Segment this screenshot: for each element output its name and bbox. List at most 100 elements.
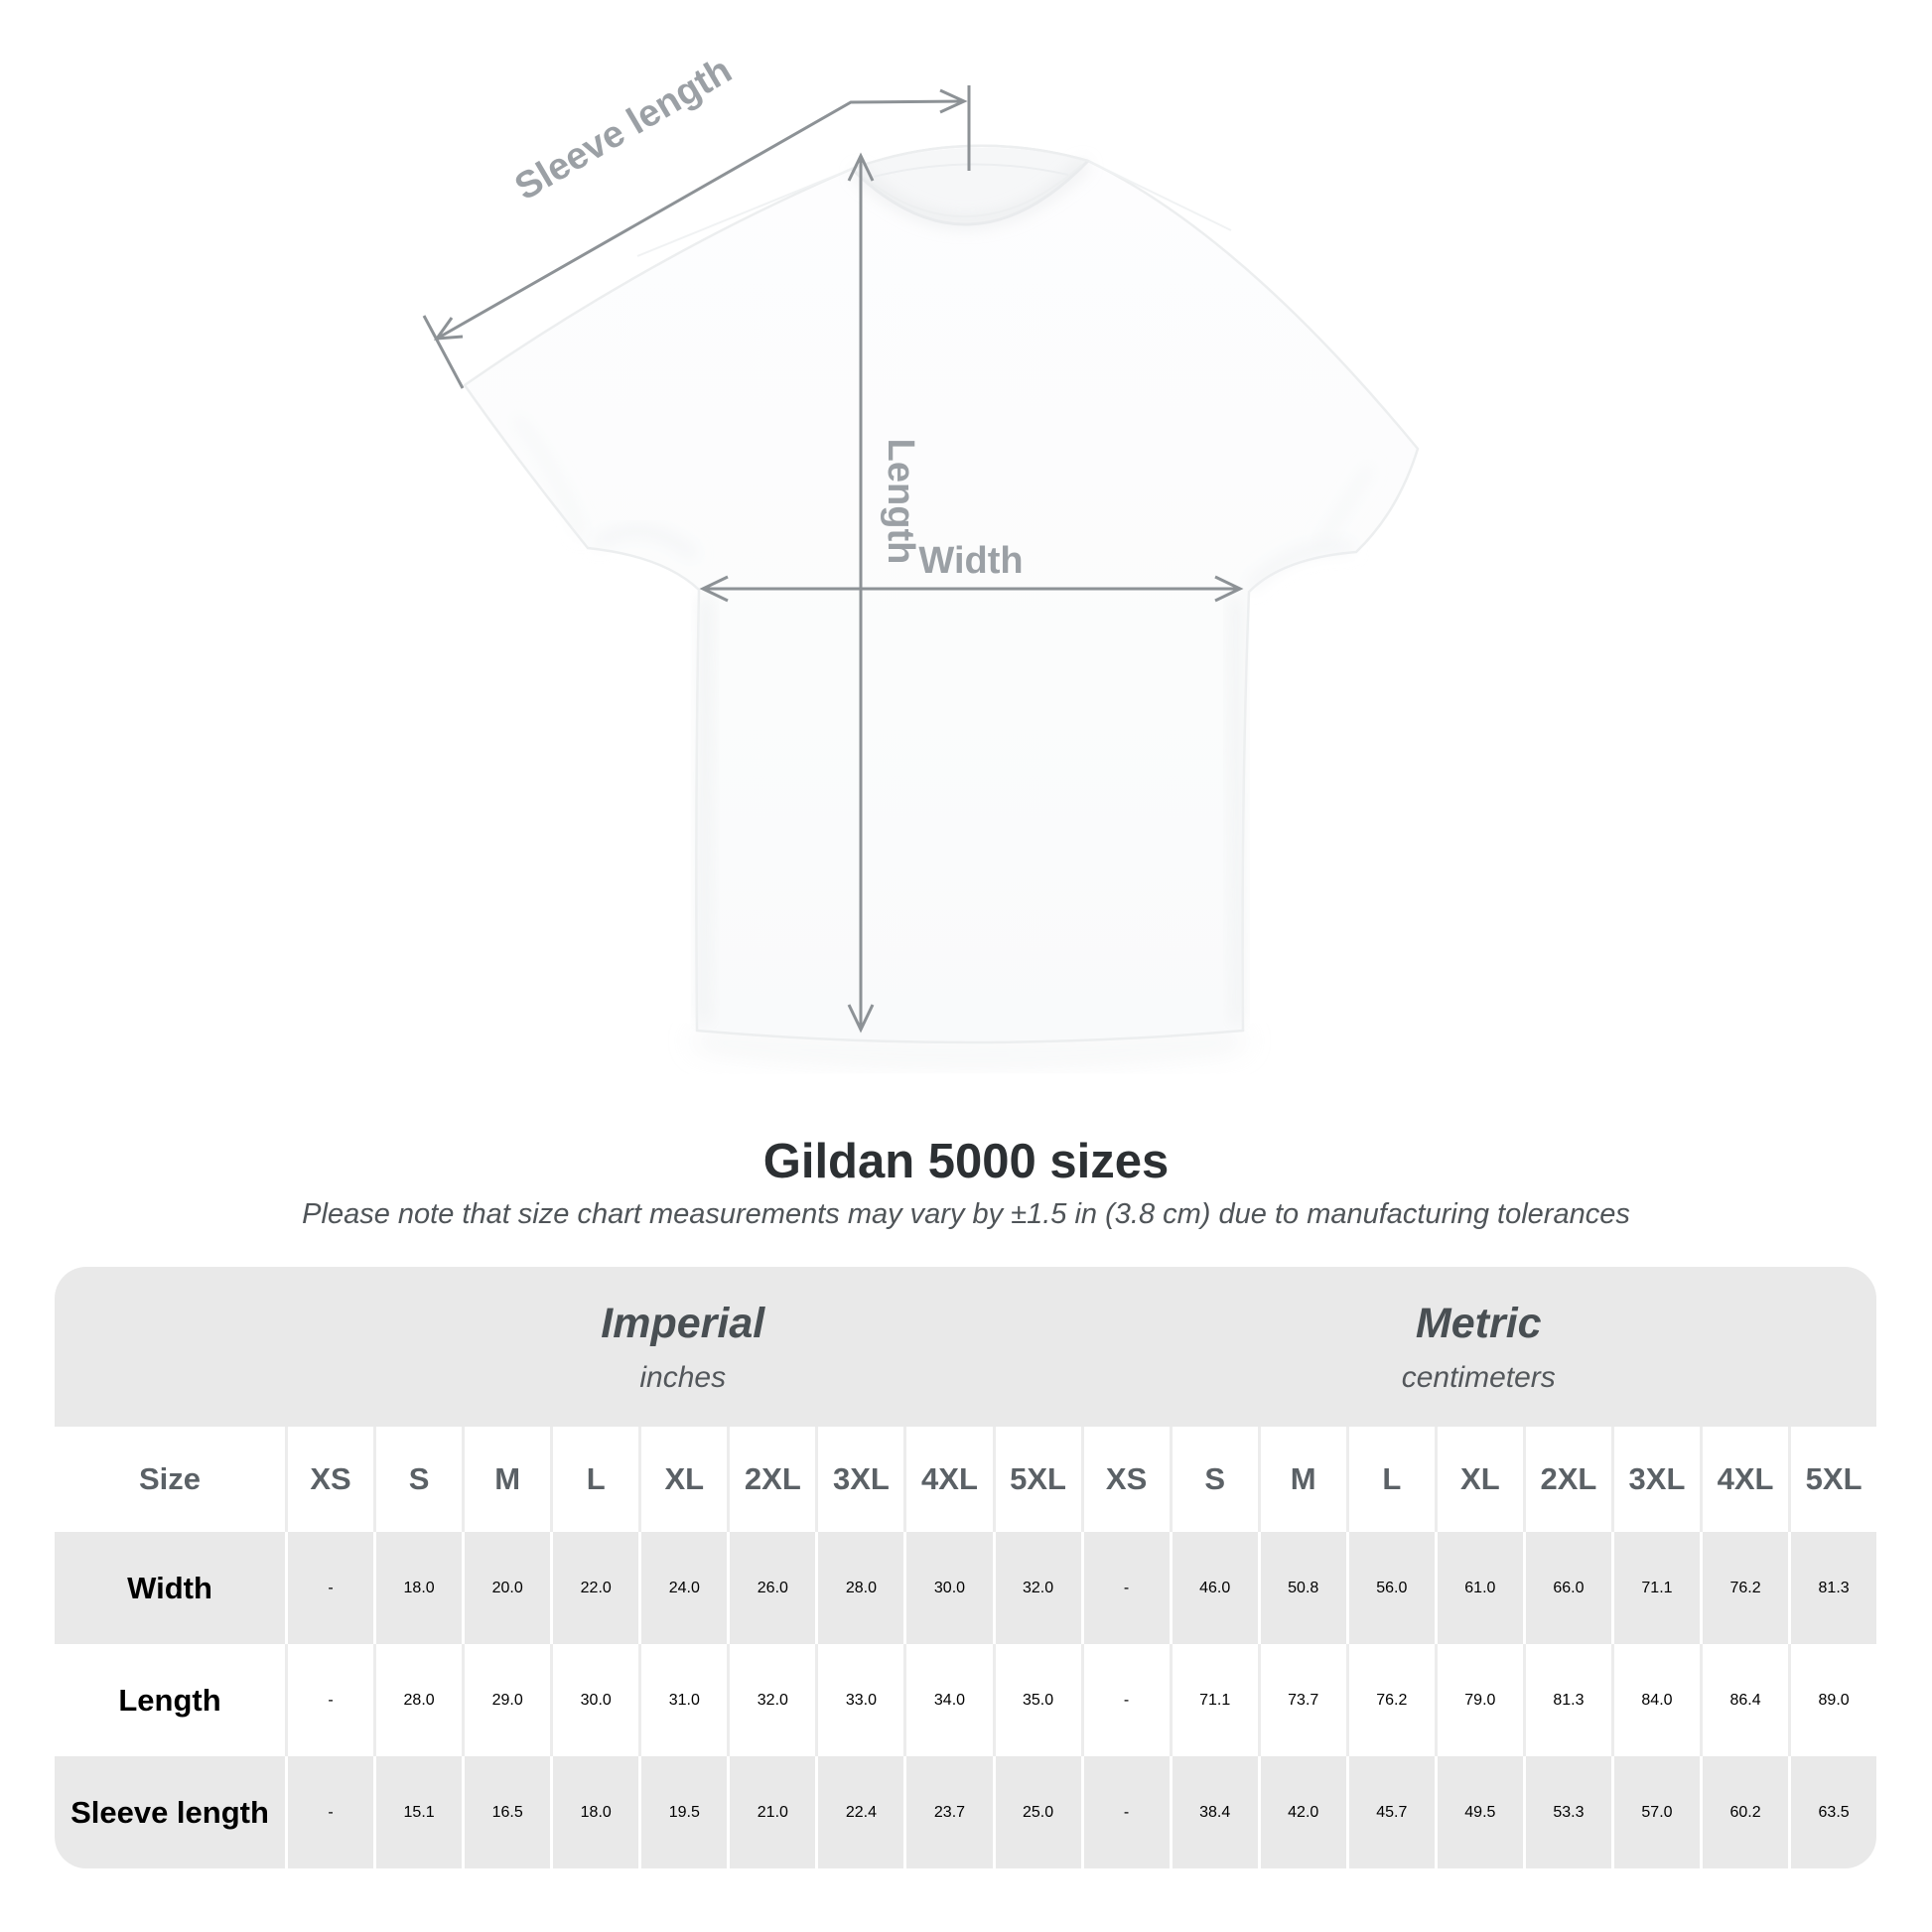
measurement-cell: 57.0 [1610, 1756, 1700, 1868]
measurement-cell: 66.0 [1522, 1532, 1611, 1644]
unit-band: Imperial inches Metric centimeters [55, 1267, 1876, 1427]
size-header-cell: 3XL [815, 1427, 903, 1532]
measurement-cell: 71.1 [1169, 1644, 1258, 1756]
measurement-cell: 24.0 [638, 1532, 727, 1644]
width-label: Width [918, 540, 1023, 582]
size-column-header: Size [138, 1461, 202, 1496]
measurement-cell: 34.0 [903, 1644, 992, 1756]
width-dimension [699, 575, 1244, 603]
measurement-cell: 33.0 [815, 1644, 903, 1756]
page-subtitle: Please note that size chart measurements… [302, 1198, 1630, 1230]
measurement-cell: 18.0 [550, 1756, 638, 1868]
size-header-cell: L [550, 1427, 638, 1532]
size-table: Imperial inches Metric centimeters Size X… [55, 1267, 1876, 1868]
right-side-shade [1229, 596, 1244, 1023]
measurement-cell: 29.0 [462, 1644, 550, 1756]
size-header-cell: S [373, 1427, 462, 1532]
measurement-cell: 42.0 [1257, 1756, 1346, 1868]
measurement-cell: 60.2 [1700, 1756, 1788, 1868]
measurement-cell: 84.0 [1610, 1644, 1700, 1756]
tshirt-diagram-svg: Sleeve length Length Width [422, 50, 1420, 1062]
sleeve-arrowhead-left [433, 317, 464, 341]
measurement-cell: 15.1 [373, 1756, 462, 1868]
size-header-cell: 2XL [1522, 1427, 1611, 1532]
measurement-cell: 49.5 [1434, 1756, 1523, 1868]
measurement-cell: 22.0 [550, 1532, 638, 1644]
measurement-cell: 56.0 [1345, 1532, 1435, 1644]
measurement-cell: 19.5 [638, 1756, 727, 1868]
width-arrowhead-left [699, 575, 729, 603]
measurement-cell: 76.2 [1345, 1644, 1435, 1756]
measurement-cell: 32.0 [992, 1532, 1081, 1644]
measurement-cell: 50.8 [1257, 1532, 1346, 1644]
measurement-cell: 31.0 [638, 1644, 727, 1756]
length-arrowhead-down [847, 1004, 875, 1034]
width-row: Width -18.0 20.0 22.0 24.0 26.0 28.0 30.0 32.0-4… [55, 1532, 1876, 1644]
measurement-cell: 73.7 [1257, 1644, 1346, 1756]
width-arrowhead-right [1214, 575, 1244, 603]
left-underarm-crease [594, 527, 698, 559]
measurement-cell: 81.3 [1788, 1532, 1876, 1644]
size-header-cell: 5XL [992, 1427, 1081, 1532]
measurement-cell: 30.0 [550, 1644, 638, 1756]
measurement-cell: 26.0 [727, 1532, 815, 1644]
imperial-group: Imperial inches [285, 1300, 1081, 1395]
size-header-cell: L [1345, 1427, 1435, 1532]
page-title: Gildan 5000 sizes [762, 1135, 1170, 1188]
metric-title: Metric [1415, 1299, 1542, 1347]
measurement-cell: 79.0 [1434, 1644, 1523, 1756]
size-header-cell: XS [1080, 1427, 1170, 1532]
metric-group: Metric centimeters [1081, 1300, 1877, 1395]
length-label: Length [880, 439, 921, 565]
size-header-row: Size XS S M L XL 2XL 3XL 4XL 5XL XS S M L XL 2XL 3XL 4XL 5… [55, 1427, 1876, 1532]
measurement-cell: 20.0 [462, 1532, 550, 1644]
size-header-cell: XL [1434, 1427, 1523, 1532]
sleeve-extension-line [422, 315, 465, 389]
right-sleeve-crease [1317, 465, 1373, 546]
measurement-cell: 89.0 [1788, 1644, 1876, 1756]
size-header-cell: S [1169, 1427, 1258, 1532]
tshirt-diagram: Sleeve length Length Width [422, 50, 1420, 1062]
measurement-cell: 63.5 [1788, 1756, 1876, 1868]
measurement-cell: 53.3 [1522, 1756, 1611, 1868]
measurement-cell: 38.4 [1169, 1756, 1258, 1868]
measurement-cell: 22.4 [815, 1756, 903, 1868]
size-header-cell: 4XL [903, 1427, 992, 1532]
length-arrowhead-up [847, 152, 875, 182]
hem-shadow [695, 1035, 1244, 1062]
length-row: Length -28.0 29.0 30.0 31.0 32.0 33.0 34.0 35.0-… [55, 1644, 1876, 1756]
size-header-cell: XS [285, 1427, 373, 1532]
size-header-cell: 2XL [727, 1427, 815, 1532]
measurement-cell: 45.7 [1345, 1756, 1435, 1868]
measurement-cell: 18.0 [373, 1532, 462, 1644]
measurement-cell: 16.5 [462, 1756, 550, 1868]
measurement-cell: 81.3 [1522, 1644, 1611, 1756]
measurement-cell: 46.0 [1169, 1532, 1258, 1644]
measurement-cell: 32.0 [727, 1644, 815, 1756]
left-sleeve-crease [514, 415, 585, 537]
measurement-cell: 61.0 [1434, 1532, 1523, 1644]
sleeve-length-row: Sleeve length -15.1 16.5 18.0 19.5 21.0 22.4 23… [55, 1756, 1876, 1868]
measurement-cell: 71.1 [1610, 1532, 1700, 1644]
measurement-cell: 35.0 [992, 1644, 1081, 1756]
left-side-shade [697, 596, 713, 1023]
tshirt-graphic [463, 144, 1420, 1044]
measurement-cell: 86.4 [1700, 1644, 1788, 1756]
measurement-cell: 30.0 [903, 1532, 992, 1644]
right-shoulder-seam [1087, 160, 1232, 231]
size-header-cell: 3XL [1610, 1427, 1700, 1532]
collar [850, 144, 1090, 227]
row-label: Width [127, 1570, 212, 1605]
row-label: Sleeve length [70, 1794, 269, 1830]
size-header-cell: M [462, 1427, 550, 1532]
measurement-cell: 23.7 [903, 1756, 992, 1868]
measurement-cell: - [285, 1532, 373, 1644]
measurement-cell: 28.0 [373, 1644, 462, 1756]
length-dimension [847, 152, 875, 1034]
measurement-cell: - [285, 1644, 373, 1756]
row-label: Length [118, 1682, 221, 1718]
imperial-title: Imperial [601, 1299, 765, 1347]
dimension-lines [422, 85, 1244, 1034]
size-header-cell: 5XL [1788, 1427, 1876, 1532]
measurement-cell: 28.0 [815, 1532, 903, 1644]
